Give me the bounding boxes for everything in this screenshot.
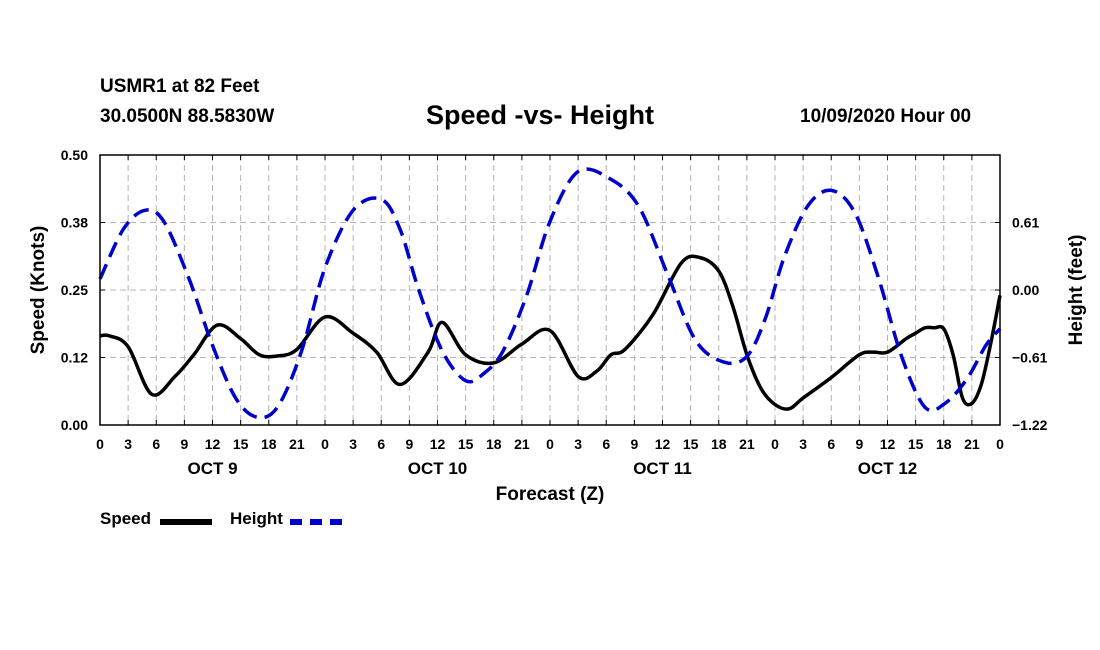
x-tick-label: 21: [964, 436, 980, 452]
x-tick-label: 21: [514, 436, 530, 452]
day-label: OCT 10: [408, 459, 468, 478]
x-tick-label: 21: [289, 436, 305, 452]
x-tick-label: 9: [630, 436, 638, 452]
day-label: OCT 9: [187, 459, 237, 478]
series-line-speed: [99, 254, 1002, 411]
x-tick-label: 21: [739, 436, 755, 452]
x-tick-label: 0: [546, 436, 554, 452]
y2-tick-label: −0.61: [1012, 350, 1048, 366]
x-tick-label: 12: [205, 436, 221, 452]
station-coordinates: 30.0500N 88.5830W: [100, 106, 275, 127]
grid-layer: [100, 155, 1000, 426]
chart-title: Speed -vs- Height: [426, 100, 655, 130]
x-tick-label: 18: [936, 436, 952, 452]
x-tick-label: 6: [827, 436, 835, 452]
y2-axis-label: Height (feet): [1066, 235, 1087, 346]
x-tick-label: 15: [683, 436, 699, 452]
y-tick-label: 0.38: [61, 215, 88, 231]
x-tick-label: 18: [711, 436, 727, 452]
x-tick-label: 3: [799, 436, 807, 452]
x-tick-label: 18: [486, 436, 502, 452]
station-name: USMR1 at 82 Feet: [100, 76, 260, 97]
day-label: OCT 12: [858, 459, 918, 478]
x-tick-label: 0: [321, 436, 329, 452]
x-tick-label: 3: [574, 436, 582, 452]
legend-speed-label: Speed: [100, 509, 152, 528]
x-tick-label: 12: [880, 436, 896, 452]
y2-tick-label: −1.22: [1012, 417, 1048, 433]
y2-tick-label: 0.00: [1012, 282, 1039, 298]
x-tick-label: 3: [124, 436, 132, 452]
series-line-height: [98, 167, 1002, 420]
x-axis-label: Forecast (Z): [496, 484, 605, 505]
x-tick-label: 3: [349, 436, 357, 452]
y-tick-label: 0.00: [61, 417, 88, 433]
y-tick-label: 0.12: [61, 350, 88, 366]
legend-height-swatch: [290, 519, 342, 525]
y2-tick-label: 0.61: [1012, 215, 1039, 231]
legend-speed-swatch: [160, 519, 212, 525]
x-tick-label: 18: [261, 436, 277, 452]
day-label: OCT 11: [633, 459, 692, 478]
x-tick-label: 15: [908, 436, 924, 452]
x-tick-label: 6: [152, 436, 160, 452]
y-tick-label: 0.25: [61, 282, 88, 298]
x-tick-label: 6: [602, 436, 610, 452]
forecast-datetime: 10/09/2020 Hour 00: [800, 106, 972, 127]
x-tick-label: 15: [458, 436, 474, 452]
x-tick-label: 0: [96, 436, 104, 452]
x-tick-label: 9: [855, 436, 863, 452]
x-tick-label: 12: [655, 436, 671, 452]
x-tick-label: 12: [430, 436, 446, 452]
x-tick-label: 6: [377, 436, 385, 452]
legend-height-label: Height: [230, 509, 283, 528]
y-axis-label: Speed (Knots): [28, 226, 49, 355]
axis-layer: 0 3 6 9 12 15 18 21 0 3 6 9 12 15 18 21 0 3 6 9 12 15 18 21 0 3 6 9…: [61, 147, 1048, 478]
x-tick-label: 0: [996, 436, 1004, 452]
series-layer: [98, 167, 1002, 420]
x-tick-label: 9: [180, 436, 188, 452]
y-tick-label: 0.50: [61, 147, 88, 163]
x-tick-label: 9: [405, 436, 413, 452]
x-tick-label: 15: [233, 436, 249, 452]
x-tick-label: 0: [771, 436, 779, 452]
